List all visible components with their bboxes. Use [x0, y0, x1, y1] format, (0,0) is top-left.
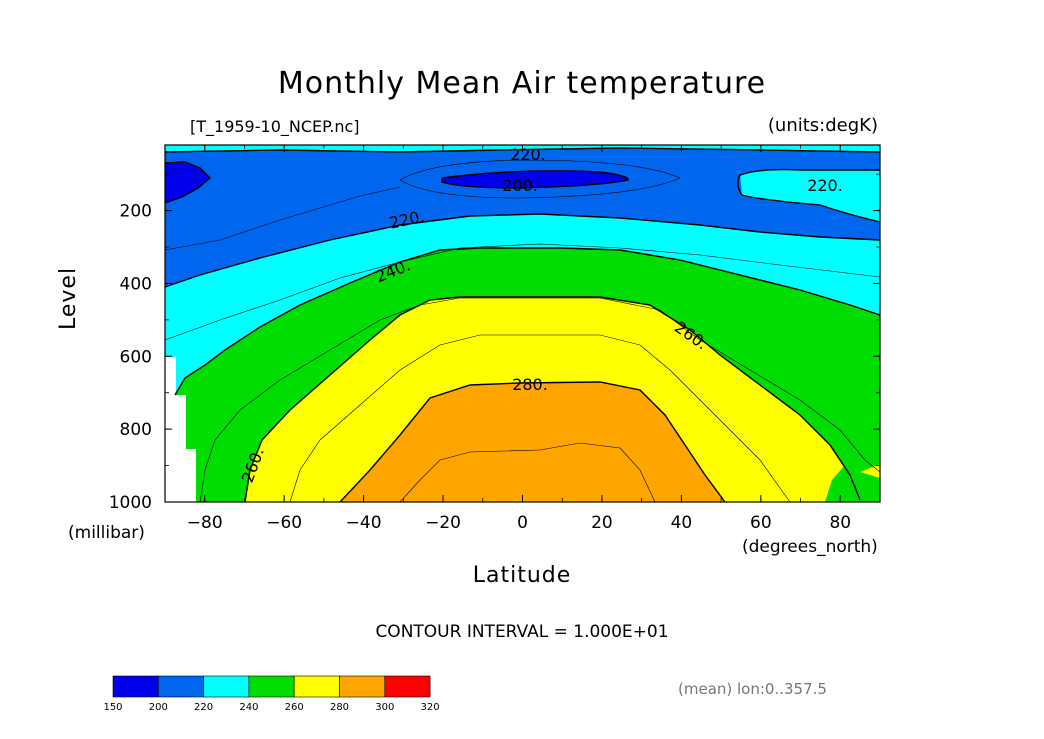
colorbar-swatch	[339, 675, 386, 698]
x-tick-label: 40	[671, 513, 693, 533]
fill-260-280-right-corner	[860, 464, 880, 478]
colorbar-label: 220	[194, 702, 213, 713]
contour-line-260	[244, 296, 861, 503]
fill-220-240-right	[740, 169, 880, 222]
contour-line-220-top	[164, 147, 881, 153]
colorbar-label: 260	[285, 702, 304, 713]
x-tick-label: −80	[187, 513, 223, 533]
contour-line-210-top	[399, 159, 681, 199]
contour-line-220-main	[164, 213, 881, 288]
colorbar-label: 150	[103, 702, 122, 713]
x-axis-label: Latitude	[472, 563, 572, 588]
x-tick-label: 20	[591, 513, 613, 533]
colorbar-swatch	[384, 675, 431, 698]
contour-line-200-left	[164, 161, 212, 204]
colorbar-label: 320	[421, 702, 440, 713]
colorbar-label: 200	[149, 702, 168, 713]
x-tick-label: 0	[517, 513, 528, 533]
contour-lines	[164, 147, 881, 503]
colorbar-label: 240	[239, 702, 258, 713]
contour-fills	[165, 145, 880, 502]
missing-data-area	[165, 357, 196, 502]
y-tick-label: 1000	[109, 493, 152, 513]
fill-below-200-left	[165, 162, 210, 203]
contour-label: 220.	[807, 176, 843, 195]
contour-line-220-right	[737, 168, 881, 223]
y-tick-label: 600	[120, 347, 152, 367]
units-label: (units:degK)	[767, 115, 878, 136]
y-ticks: 200 400 600 800 1000	[109, 173, 880, 513]
colorbar-label: 280	[330, 702, 349, 713]
contour-label: 200.	[502, 176, 538, 195]
colorbar-swatch	[203, 675, 250, 698]
colorbar-label: 300	[375, 702, 394, 713]
contour-interval-text: CONTOUR INTERVAL = 1.000E+01	[375, 622, 669, 642]
contour-line-250	[199, 297, 881, 503]
contour-line-210-left	[164, 186, 401, 251]
chart-title: Monthly Mean Air temperature	[277, 66, 767, 101]
contour-line-240	[174, 247, 881, 396]
y-tick-label: 200	[120, 202, 152, 222]
x-tick-label: 60	[750, 513, 772, 533]
mean-lon-text: (mean) lon:0..357.5	[678, 680, 827, 698]
contour-line-270	[289, 334, 791, 503]
colorbar-swatch	[293, 675, 340, 698]
colorbar: 150 200 220 240 260 280 300 320	[103, 675, 440, 713]
colorbar-swatch	[112, 675, 159, 698]
x-tick-label: 80	[829, 513, 851, 533]
x-axis-units: (degrees_north)	[742, 537, 878, 557]
contour-line-280	[339, 381, 726, 503]
fill-below-200-center	[442, 170, 629, 188]
contour-label: 280.	[512, 375, 548, 394]
source-file-label: [T_1959-10_NCEP.nc]	[190, 117, 360, 136]
x-tick-label: −40	[346, 513, 382, 533]
colorbar-swatch	[248, 675, 295, 698]
y-tick-label: 400	[120, 274, 152, 294]
x-ticks: −80 −60 −40 −20 0 20 40 60 80	[164, 145, 881, 533]
y-axis-units: (millibar)	[68, 523, 145, 543]
contour-line-200-center	[441, 170, 629, 189]
y-tick-label: 800	[120, 420, 152, 440]
contour-line-230	[164, 243, 881, 341]
colorbar-swatch	[158, 675, 204, 698]
contour-label: 220.	[510, 145, 546, 164]
x-tick-label: −60	[266, 513, 302, 533]
x-tick-label: −20	[425, 513, 461, 533]
fill-280-300	[340, 382, 725, 502]
contour-line-290	[399, 442, 656, 503]
